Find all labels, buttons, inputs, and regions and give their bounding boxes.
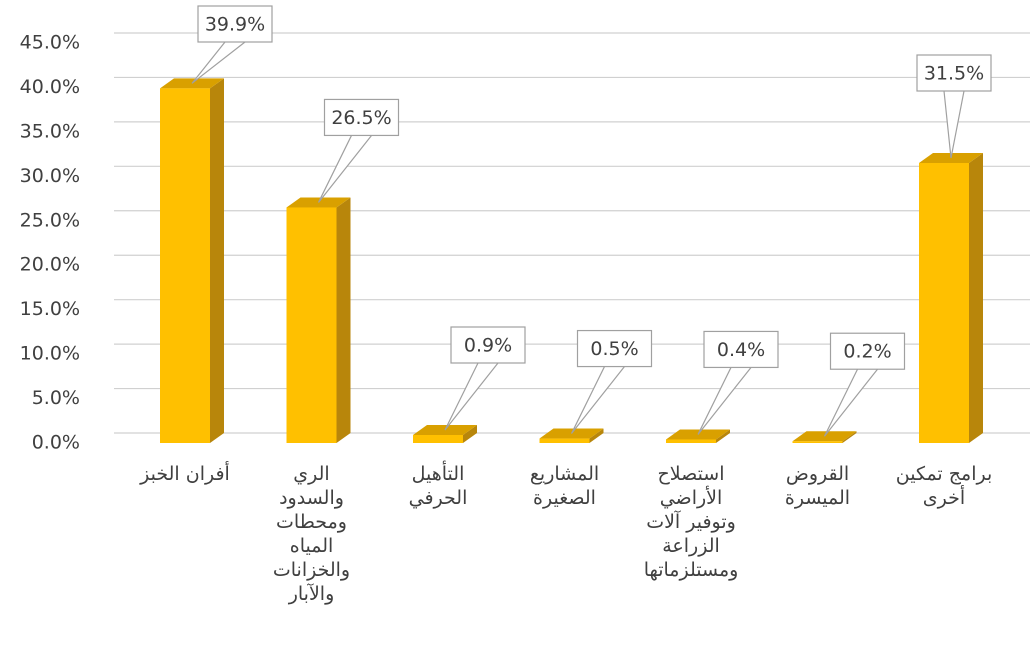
callout-box [703, 330, 779, 369]
callout-pointer [943, 90, 965, 159]
x-tick-label: استصلاح الأراضي وتوفير آلات الزراعة ومست… [643, 463, 739, 581]
bar-front [666, 439, 716, 443]
callout-box [829, 332, 906, 370]
bar-front [792, 441, 843, 443]
data-label: 0.9% [464, 335, 512, 357]
callout-pointer [570, 366, 625, 434]
y-tick-label: 5.0% [32, 387, 80, 409]
y-tick-label: 20.0% [20, 254, 80, 276]
bar [286, 197, 351, 443]
data-label: 0.2% [843, 341, 891, 363]
y-tick-label: 25.0% [20, 209, 80, 231]
bar-front [413, 435, 463, 443]
x-tick-label: القروض الميسرة [784, 463, 851, 509]
y-tick-label: 15.0% [20, 298, 80, 320]
bar-front [286, 207, 337, 443]
bar-side [463, 425, 477, 443]
y-tick-label: 35.0% [20, 120, 80, 142]
callout-box [450, 326, 526, 364]
callout-pointer [823, 368, 878, 437]
x-tick-label: الري والسدود ومحطات المياه والخزانات وال… [272, 463, 351, 605]
data-label: 0.4% [717, 339, 765, 361]
callout-box [323, 98, 400, 137]
bar [919, 153, 983, 443]
x-tick-label: برامج تمكين أخرى [895, 463, 993, 509]
bar-side [716, 429, 730, 443]
y-tick-label: 40.0% [20, 76, 80, 98]
bar-side [210, 78, 224, 443]
y-tick-label: 30.0% [20, 165, 80, 187]
bar [539, 428, 604, 443]
data-label: 0.5% [590, 338, 638, 360]
x-tick-label: التأهيل الحرفي [408, 463, 468, 509]
x-tick-label: أفران الخبز [140, 463, 230, 485]
bar-side [589, 428, 604, 443]
callout-pointer [317, 135, 372, 203]
bar [160, 78, 224, 443]
bar [666, 429, 730, 443]
bar-front [919, 163, 969, 443]
callout-pointer [191, 41, 246, 84]
callout-box [916, 54, 992, 92]
y-tick-label: 45.0% [20, 32, 80, 54]
data-label: 31.5% [924, 63, 984, 85]
bar [413, 425, 477, 443]
bar-front [160, 88, 210, 443]
callout-pointer [697, 367, 752, 435]
bar-front [539, 438, 590, 443]
bar-side [969, 153, 983, 443]
data-label: 39.9% [205, 14, 265, 36]
y-tick-label: 10.0% [20, 343, 80, 365]
bar-side [336, 197, 351, 443]
callout-pointer [444, 362, 499, 431]
y-tick-label: 0.0% [32, 432, 80, 454]
callout-box [197, 5, 273, 43]
callout-box [576, 329, 653, 368]
data-label: 26.5% [331, 107, 391, 129]
x-tick-label: المشاريع الصغيرة [529, 463, 600, 509]
bar-side [842, 431, 857, 443]
